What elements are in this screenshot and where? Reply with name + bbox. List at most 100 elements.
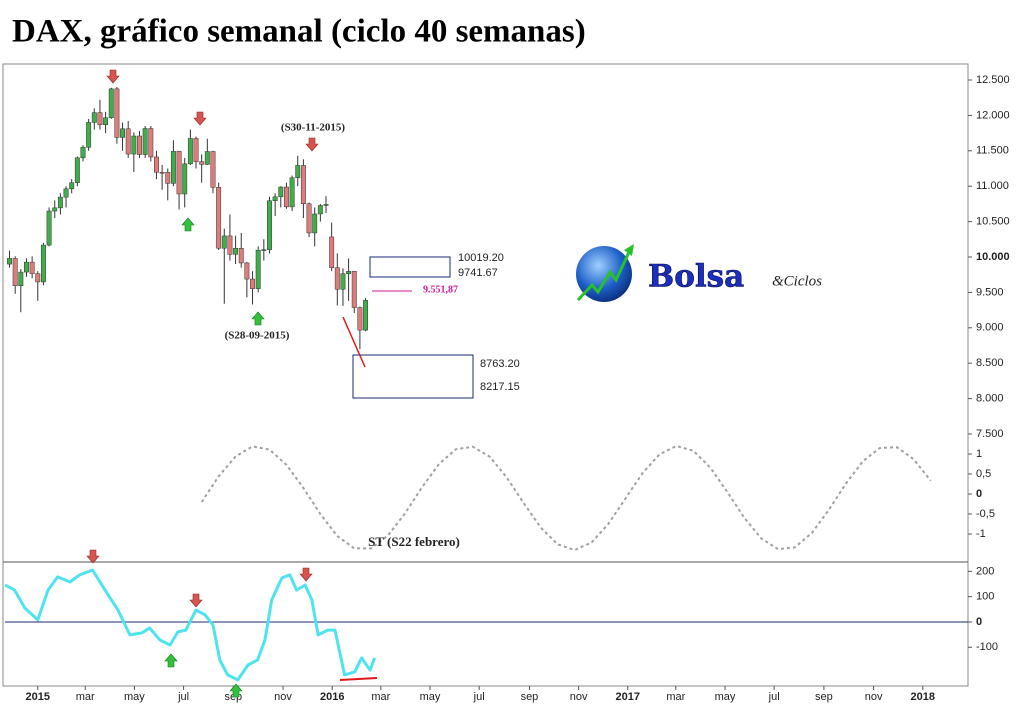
candle-body: [323, 204, 329, 206]
x-tick-label: jul: [768, 691, 780, 703]
annotation: 8763.20: [480, 358, 520, 370]
y-tick-label: -100: [976, 641, 998, 653]
x-tick-label: may: [420, 691, 441, 703]
peak-arrow: [299, 567, 313, 582]
candle-body: [317, 205, 323, 215]
candle-body: [103, 117, 109, 126]
candle-body: [250, 278, 255, 289]
candle-body: [216, 187, 222, 249]
peak-arrow: [305, 137, 319, 152]
annotation: (S30-11-2015): [281, 122, 346, 134]
y-tick-label: 0: [976, 488, 982, 500]
peak-arrow: [193, 111, 207, 126]
x-tick-label: 2016: [320, 691, 344, 703]
candle-body: [306, 203, 312, 234]
x-tick-label: may: [124, 691, 145, 703]
candle-body: [227, 235, 233, 255]
x-tick-label: jul: [177, 691, 189, 703]
candle-body: [267, 200, 272, 250]
peak-arrow: [189, 593, 203, 608]
candle-body: [233, 248, 239, 255]
candle-body: [86, 122, 92, 148]
x-tick-label: 2015: [26, 691, 50, 703]
candle-body: [221, 235, 227, 249]
y-tick-label: 11.000: [976, 180, 1009, 192]
y-tick-label: 9.500: [976, 286, 1004, 298]
x-tick-label: 2018: [911, 691, 935, 703]
candle-body: [238, 248, 244, 264]
candle-body: [312, 213, 318, 234]
candle-body: [357, 307, 363, 331]
candle-body: [165, 172, 171, 184]
y-tick-label: 8.000: [976, 392, 1004, 404]
y-tick-label: 7.500: [976, 428, 1004, 440]
x-tick-label: nov: [570, 691, 588, 703]
logo-sub: &Ciclos: [772, 273, 822, 289]
y-tick-label: 100: [976, 591, 994, 603]
candle-body: [80, 147, 86, 159]
candle-body: [170, 151, 176, 184]
candle-body: [329, 236, 335, 268]
candle-body: [334, 267, 340, 290]
series-line: [200, 445, 932, 551]
annotation: ST (S22 febrero): [368, 534, 460, 549]
y-tick-label: 11.500: [976, 145, 1009, 157]
candle-body: [35, 273, 41, 283]
candle-body: [12, 258, 18, 286]
candle-body: [40, 244, 46, 283]
candle-body: [283, 186, 289, 208]
y-tick-label: -1: [976, 528, 986, 540]
x-tick-label: 2017: [616, 691, 640, 703]
y-tick-label: 12.500: [976, 74, 1010, 86]
candle-body: [346, 271, 352, 274]
trough-arrow: [229, 683, 243, 698]
candle-body: [57, 196, 63, 209]
candle-body: [272, 196, 278, 201]
annotation: 10019.20: [458, 252, 504, 264]
candle-body: [125, 128, 131, 155]
candle-body: [18, 271, 24, 286]
candle-body: [182, 163, 188, 195]
candle-body: [199, 161, 205, 165]
chart-title: DAX, gráfico semanal (ciclo 40 semanas): [12, 14, 586, 50]
annotation: 9741.67: [458, 267, 498, 279]
x-tick-label: mar: [666, 691, 685, 703]
annotation: 9.551,87: [423, 284, 458, 295]
candle-body: [69, 182, 75, 190]
frame: [2, 63, 969, 687]
candle-body: [74, 157, 80, 183]
trough-arrow: [164, 653, 178, 668]
y-tick-label: 10.500: [976, 216, 1010, 228]
candle-body: [137, 135, 142, 155]
x-tick-label: sep: [815, 691, 833, 703]
candle-body: [363, 300, 369, 331]
candle-body: [131, 135, 137, 155]
candle-body: [278, 186, 284, 198]
candle-body: [148, 128, 154, 158]
y-tick-label: 0,5: [976, 468, 991, 480]
x-tick-label: sep: [521, 691, 539, 703]
osc-trend-line: [339, 677, 378, 681]
y-tick-label: 1: [976, 448, 982, 460]
candle-body: [7, 258, 12, 265]
trough-arrow: [251, 311, 265, 326]
candle-body: [142, 128, 148, 155]
annotation: 8217.15: [480, 381, 520, 393]
candle-body: [351, 271, 357, 308]
candle-body: [91, 112, 97, 123]
y-tick-label: 200: [976, 565, 994, 577]
y-tick-label: 12.000: [976, 109, 1010, 121]
y-tick-label: 0: [976, 616, 982, 628]
trend-line: [342, 316, 366, 368]
x-tick-label: mar: [371, 691, 390, 703]
candle-body: [52, 207, 58, 212]
x-tick-label: mar: [76, 691, 95, 703]
candle-body: [159, 172, 165, 174]
candle-body: [176, 151, 182, 195]
series-line: [4, 568, 377, 682]
candle-body: [24, 261, 29, 273]
logo-arrowhead: [624, 244, 634, 256]
candle-body: [261, 249, 267, 251]
candle-body: [340, 273, 346, 290]
